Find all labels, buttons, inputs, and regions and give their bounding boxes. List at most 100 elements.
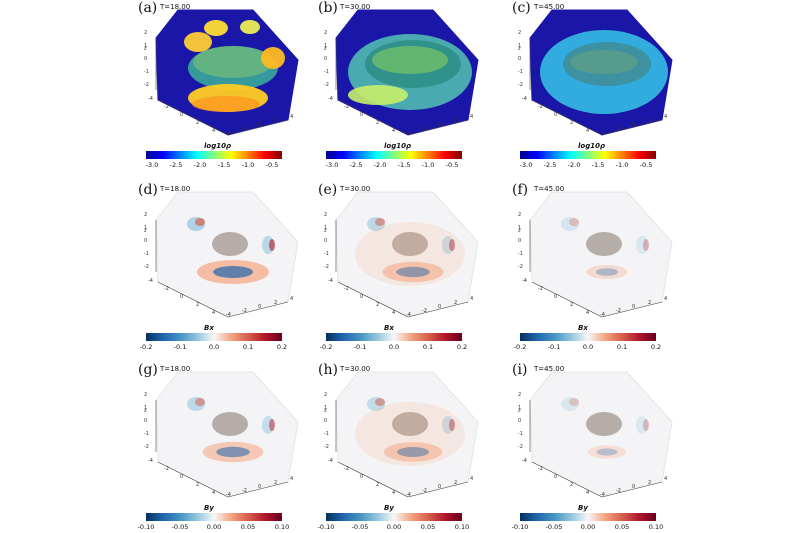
x-tick-label: 0 [632,484,636,490]
clump [204,20,228,36]
colorbar-tick-label: 0.1 [616,343,628,351]
y-tick-label: 0 [180,294,184,300]
x-tick-label: -2 [422,126,427,132]
outer-ripples [355,222,465,286]
panel-label: (b) [318,0,338,16]
colorbar-tick-label: -1.0 [421,161,435,169]
time-label: T=18.00 [160,3,191,11]
colorbar-tick-label: -3.0 [519,161,533,169]
y-tick-label: 4 [586,490,590,496]
z-tick-label: -1 [518,69,523,75]
colorbar-tick-label: 0.0 [208,343,220,351]
y-tick-label: -2 [538,104,543,110]
colorbar-tick-label: 0.2 [276,343,288,351]
clump-warm [643,239,649,251]
colorbar [146,513,282,521]
z-tick-label: -1 [144,251,149,257]
figure-panel: z 2 1 0 -1 -2 -4 -2 0 2 4 -4 -2 0 2 4 (i) T=45.00 By -0.10 -… [512,362,692,532]
volume-rendering [335,191,479,318]
figure-panel: z 2 1 0 -1 -2 -4 -2 0 2 4 -4 -2 0 2 4 (c) T=45.00 log10ρ -3… [512,0,692,170]
colorbar-tick-label: 0.2 [650,343,662,351]
colorbar-tick-label: -0.5 [639,161,653,169]
x-tick-label: -4 [226,130,231,136]
outer-ripples [355,402,465,466]
central-core [392,232,428,256]
z-tick-label: 2 [518,212,522,218]
x-tick-label: -2 [616,126,621,132]
x-tick-label: 0 [632,122,636,128]
y-tick-label: -4 [148,278,153,284]
clump-cool [262,416,274,434]
x-tick-label: 2 [454,480,458,486]
colorbar-tick-label: -0.05 [545,523,563,531]
x-tick-label: 2 [454,118,458,124]
z-tick-label: 2 [518,392,522,398]
colorbar-tick-label: -0.2 [319,343,333,351]
z-tick-label: 2 [324,392,328,398]
y-tick-label: -4 [148,96,153,102]
volume-rendering [529,191,673,318]
z-tick-label: -2 [144,444,149,450]
colorbar [520,333,656,341]
colorbar-title: Bx [578,324,588,332]
colorbar [146,151,282,159]
y-tick-label: -2 [344,104,349,110]
colorbar-title: Bx [204,324,214,332]
x-tick-label: 0 [438,122,442,128]
colorbar-tick-label: 0.1 [422,343,434,351]
panel-label: (g) [138,362,158,378]
central-core [212,232,248,256]
colorbar-tick-label: -3.0 [325,161,339,169]
x-tick-label: -2 [422,308,427,314]
clump-warm [269,239,275,251]
z-axis-label: z [324,408,327,414]
colorbar-tick-label: 0.2 [456,343,468,351]
colorbar-tick-label: 0.05 [420,523,436,531]
colorbar-tick-label: 0.00 [206,523,222,531]
z-axis-label: z [324,46,327,52]
x-tick-label: 4 [470,114,474,120]
y-tick-label: 4 [212,490,216,496]
volume-rendering [155,371,299,498]
x-tick-label: 0 [438,484,442,490]
z-tick-label: 0 [518,56,522,62]
colorbar-tick-label: -0.05 [171,523,189,531]
x-tick-label: -2 [242,308,247,314]
volume-rendering [529,9,673,136]
z-tick-label: 0 [144,238,148,244]
y-tick-label: 2 [570,302,574,308]
colorbar-title: By [578,504,588,512]
colorbar-tick-label: -2.0 [373,161,387,169]
y-tick-label: 0 [554,112,558,118]
z-tick-label: 0 [324,56,328,62]
colorbar-tick-label: 0.10 [648,523,664,531]
panel-label: (f) [512,182,529,198]
clump-warm [375,398,385,406]
clump-warm [195,218,205,226]
time-label: T=45.00 [534,3,565,11]
x-tick-label: 0 [258,122,262,128]
z-tick-label: 0 [324,418,328,424]
central-core [392,412,428,436]
clump-warm [643,419,649,431]
z-axis-label: z [144,46,147,52]
x-tick-label: 4 [290,114,294,120]
y-tick-label: -4 [522,96,527,102]
panel-label: (h) [318,362,338,378]
colorbar-tick-label: -0.05 [351,523,369,531]
z-tick-label: 1 [324,225,328,231]
colorbar-title: log10ρ [204,142,231,150]
clump-warm [449,419,455,431]
ring-warm [587,445,627,459]
colorbar-tick-label: -0.2 [139,343,153,351]
y-tick-label: -2 [538,286,543,292]
z-tick-label: 2 [324,30,328,36]
x-tick-label: -2 [422,488,427,494]
z-tick-label: 1 [518,225,522,231]
y-tick-label: 2 [196,302,200,308]
y-tick-label: 0 [180,112,184,118]
clump [261,47,285,69]
time-label: T=30.00 [340,3,371,11]
z-tick-label: -1 [324,69,329,75]
colorbar-tick-label: -1.5 [217,161,231,169]
